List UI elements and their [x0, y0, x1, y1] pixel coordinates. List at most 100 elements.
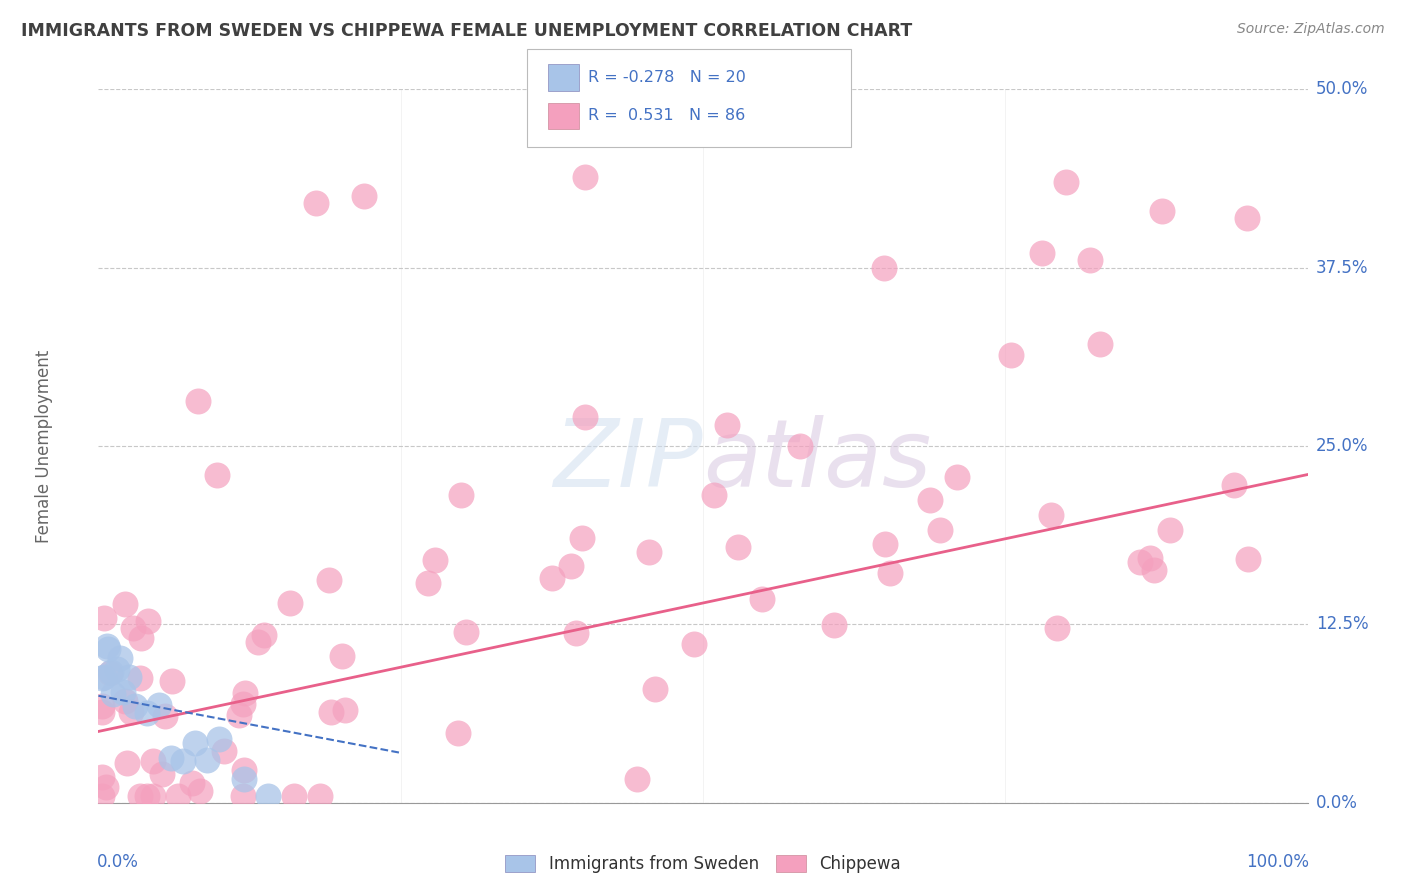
Point: [353, 189, 375, 203]
Point: [160, 751, 183, 765]
Point: [727, 541, 749, 555]
Point: [187, 393, 209, 408]
Point: [100, 665, 122, 680]
Point: [135, 706, 157, 720]
Text: 100.0%: 100.0%: [1246, 853, 1309, 871]
Point: [131, 631, 153, 645]
Point: [188, 784, 211, 798]
Text: 50.0%: 50.0%: [1316, 80, 1368, 98]
Point: [148, 698, 170, 712]
Point: [928, 523, 950, 537]
Point: [565, 625, 588, 640]
Point: [114, 694, 136, 708]
Point: [574, 169, 596, 184]
Text: 12.5%: 12.5%: [1316, 615, 1368, 633]
Point: [120, 705, 142, 719]
Text: Female Unemployment: Female Unemployment: [35, 350, 53, 542]
Point: [1078, 253, 1101, 268]
Point: [111, 684, 134, 698]
Point: [879, 566, 901, 581]
Point: [638, 545, 661, 559]
Point: [212, 744, 235, 758]
Point: [118, 670, 141, 684]
Point: [1236, 552, 1258, 566]
Point: [1129, 555, 1152, 569]
Point: [124, 698, 146, 713]
Point: [450, 488, 472, 502]
Point: [101, 687, 124, 701]
Text: ZIP: ZIP: [554, 415, 703, 506]
Point: [418, 575, 440, 590]
Text: R =  0.531   N = 86: R = 0.531 N = 86: [588, 109, 745, 123]
Point: [560, 559, 582, 574]
Point: [918, 493, 941, 508]
Point: [114, 597, 136, 611]
Text: 0.0%: 0.0%: [1316, 794, 1358, 812]
Point: [208, 731, 231, 746]
Point: [233, 686, 256, 700]
Point: [160, 673, 183, 688]
Point: [873, 537, 896, 551]
Point: [233, 763, 256, 777]
Point: [626, 772, 648, 786]
Point: [136, 614, 159, 628]
Point: [318, 573, 340, 587]
Point: [946, 470, 969, 484]
Point: [1223, 478, 1246, 492]
Point: [97, 641, 120, 656]
Point: [136, 789, 159, 803]
Point: [105, 662, 128, 676]
Point: [247, 635, 270, 649]
Point: [1143, 563, 1166, 577]
Point: [91, 698, 114, 713]
Point: [256, 789, 278, 803]
Point: [1000, 348, 1022, 362]
Point: [91, 789, 114, 803]
Point: [283, 789, 305, 803]
Point: [789, 439, 811, 453]
Point: [172, 754, 194, 768]
Point: [129, 789, 152, 803]
Point: [541, 570, 564, 584]
Point: [108, 651, 131, 665]
Point: [228, 708, 250, 723]
Point: [122, 621, 145, 635]
Point: [321, 706, 343, 720]
Point: [180, 776, 202, 790]
Point: [333, 702, 356, 716]
Point: [184, 736, 207, 750]
Point: [574, 410, 596, 425]
Point: [91, 671, 114, 685]
Point: [153, 708, 176, 723]
Point: [1139, 551, 1161, 566]
Point: [115, 756, 138, 771]
Text: 37.5%: 37.5%: [1316, 259, 1368, 277]
Point: [702, 488, 724, 502]
Legend: Immigrants from Sweden, Chippewa: Immigrants from Sweden, Chippewa: [499, 848, 907, 880]
Point: [751, 592, 773, 607]
Point: [232, 772, 254, 787]
Point: [142, 789, 165, 803]
Point: [456, 624, 478, 639]
Point: [823, 618, 845, 632]
Point: [195, 753, 218, 767]
Point: [94, 780, 117, 794]
Point: [1054, 175, 1077, 189]
Point: [873, 260, 896, 275]
Point: [152, 767, 174, 781]
Point: [1039, 508, 1062, 523]
Point: [305, 196, 328, 211]
Point: [207, 467, 229, 482]
Point: [423, 553, 446, 567]
Text: 25.0%: 25.0%: [1316, 437, 1368, 455]
Text: IMMIGRANTS FROM SWEDEN VS CHIPPEWA FEMALE UNEMPLOYMENT CORRELATION CHART: IMMIGRANTS FROM SWEDEN VS CHIPPEWA FEMAL…: [21, 22, 912, 40]
Point: [98, 666, 121, 681]
Point: [1046, 622, 1069, 636]
Point: [644, 681, 666, 696]
Point: [91, 770, 114, 784]
Point: [1152, 203, 1174, 218]
Point: [280, 596, 302, 610]
Point: [716, 417, 738, 432]
Point: [232, 789, 254, 803]
Point: [252, 628, 274, 642]
